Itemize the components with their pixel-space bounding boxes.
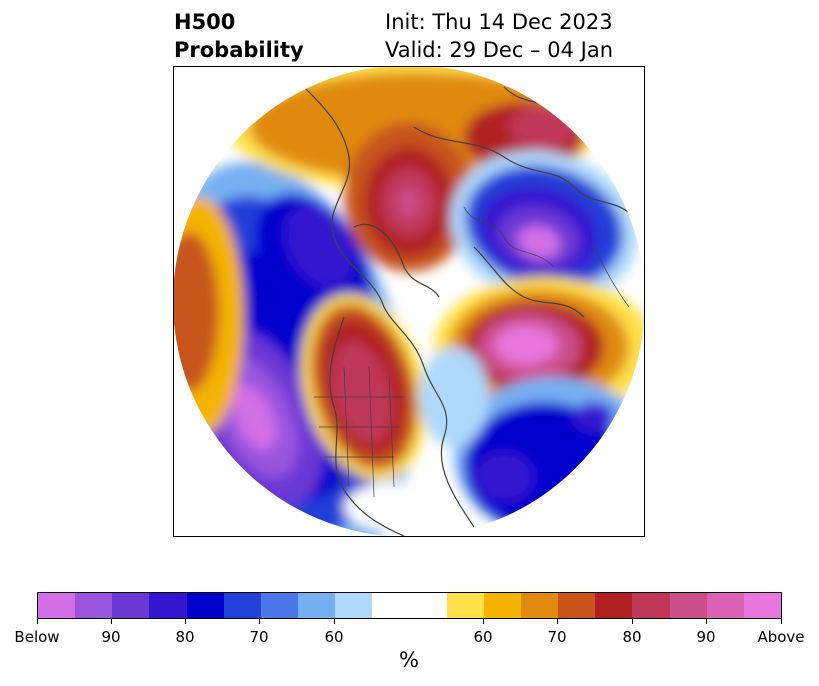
colorbar-tick-label: 60 bbox=[324, 628, 344, 646]
colorbar-tick-mark bbox=[632, 619, 633, 624]
colorbar-segment bbox=[335, 593, 373, 618]
colorbar-segment bbox=[372, 593, 447, 618]
colorbar-tick-label: 60 bbox=[473, 628, 493, 646]
probability-field bbox=[174, 67, 644, 536]
colorbar-label: % bbox=[399, 648, 419, 672]
colorbar-segment bbox=[75, 593, 113, 618]
colorbar-segment bbox=[743, 593, 782, 618]
colorbar-segment bbox=[186, 593, 224, 618]
map-panel bbox=[173, 66, 645, 537]
colorbar-tick-mark bbox=[111, 619, 112, 624]
colorbar-tick-mark bbox=[706, 619, 707, 624]
run-info: Init: Thu 14 Dec 2023 Valid: 29 Dec – 04… bbox=[385, 8, 645, 64]
colorbar-tick-label: 70 bbox=[249, 628, 269, 646]
colorbar-segment bbox=[298, 593, 336, 618]
colorbar-tick-label: Above bbox=[757, 628, 805, 646]
colorbar-segment bbox=[595, 593, 633, 618]
colorbar-tick-mark bbox=[483, 619, 484, 624]
title-line-probability: Probability bbox=[174, 38, 304, 62]
colorbar-segment bbox=[112, 593, 150, 618]
colorbar-segment bbox=[260, 593, 299, 618]
colorbar-segment bbox=[483, 593, 522, 618]
colorbar-tick-mark bbox=[185, 619, 186, 624]
colorbar-segment bbox=[669, 593, 707, 618]
colorbar-tick-label: 80 bbox=[622, 628, 642, 646]
colorbar-segment bbox=[558, 593, 596, 618]
colorbar-tick-mark bbox=[557, 619, 558, 624]
colorbar-tick-label: 90 bbox=[101, 628, 121, 646]
colorbar-segment bbox=[223, 593, 261, 618]
title-line-variable: H500 bbox=[174, 10, 236, 34]
colorbar-tick-label: 80 bbox=[175, 628, 195, 646]
valid-date: Valid: 29 Dec – 04 Jan bbox=[385, 38, 614, 62]
colorbar-tick-label: 70 bbox=[547, 628, 567, 646]
map-title: H500 Probability bbox=[174, 8, 304, 64]
colorbar-tick-mark bbox=[781, 619, 782, 624]
colorbar-tick-mark bbox=[259, 619, 260, 624]
colorbar-segment bbox=[149, 593, 187, 618]
colorbar-segment bbox=[706, 593, 744, 618]
colorbar-tick-mark bbox=[37, 619, 38, 624]
colorbar-tick-label: Below bbox=[14, 628, 60, 646]
colorbar-segment bbox=[446, 593, 484, 618]
probability-map bbox=[174, 67, 644, 536]
colorbar-segment bbox=[521, 593, 559, 618]
colorbar-segment bbox=[38, 593, 76, 618]
colorbar-tick-label: 90 bbox=[696, 628, 716, 646]
colorbar bbox=[37, 592, 782, 619]
init-date: Init: Thu 14 Dec 2023 bbox=[385, 10, 613, 34]
colorbar-tick-mark bbox=[334, 619, 335, 624]
colorbar-segment bbox=[632, 593, 670, 618]
